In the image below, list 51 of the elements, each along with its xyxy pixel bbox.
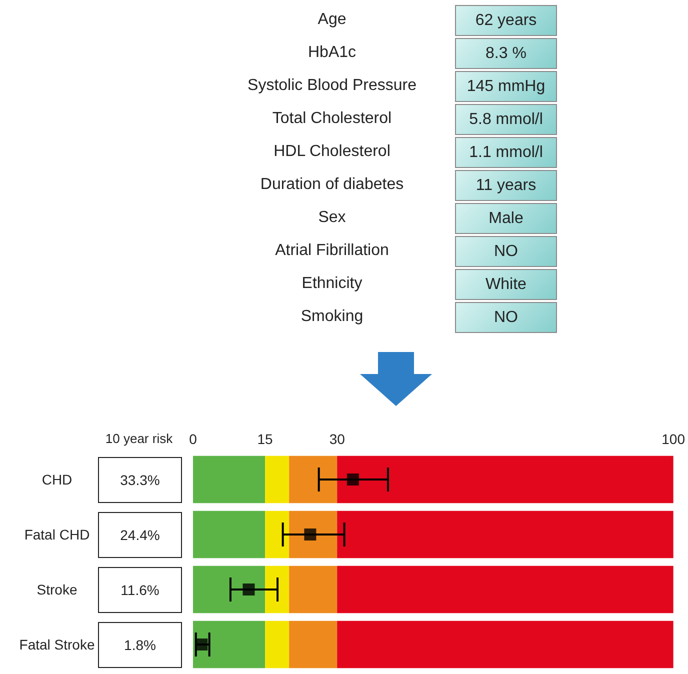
bar — [265, 620, 290, 668]
data-label: 11.6% — [98, 566, 182, 612]
y-tick-label: Fatal CHD — [24, 526, 90, 542]
text: 1.1 mmol/l — [455, 137, 557, 168]
category-label: Age — [316, 10, 348, 30]
point — [346, 474, 359, 486]
text: White — [455, 269, 557, 300]
bar — [193, 456, 266, 504]
data-label: 24.4% — [98, 512, 182, 558]
text: 8.3 % — [455, 38, 557, 69]
x-tick-label: 0 — [189, 431, 198, 447]
bar — [265, 510, 290, 558]
category-label: Sex — [317, 208, 347, 228]
bar — [193, 510, 266, 558]
category-label: HbA1c — [306, 43, 358, 63]
category-label: Systolic Blood Pressure — [246, 76, 418, 96]
text: NO — [455, 236, 557, 267]
bar — [265, 566, 290, 614]
text: 62 years — [455, 5, 557, 36]
y-tick-label: CHD — [42, 472, 72, 488]
bar — [265, 456, 290, 504]
bar — [337, 620, 674, 668]
bar — [337, 510, 674, 558]
y-tick-label: Stroke — [36, 582, 78, 598]
bar — [337, 566, 674, 614]
bar — [289, 620, 338, 668]
bar — [289, 566, 338, 614]
point — [196, 638, 208, 650]
text: 11 years — [455, 170, 557, 201]
x-tick-label: 15 — [257, 431, 274, 447]
bar — [193, 620, 266, 668]
bar — [193, 566, 266, 614]
text: 10 year risk — [104, 431, 174, 446]
x-tick-label: 30 — [329, 431, 346, 447]
category-label: Duration of diabetes — [259, 175, 405, 195]
y-tick-label: Fatal Stroke — [19, 636, 95, 652]
text: NO — [455, 302, 557, 333]
category-label: Total Cholesterol — [271, 109, 393, 129]
bar — [337, 456, 674, 504]
text: 5.8 mmol/l — [455, 104, 557, 135]
bar — [289, 456, 338, 504]
data-label: 1.8% — [98, 622, 182, 668]
category-label: Ethnicity — [300, 274, 364, 294]
data-label: 33.3% — [98, 456, 182, 502]
text: 145 mmHg — [455, 71, 557, 102]
category-label: Smoking — [300, 307, 364, 327]
x-tick-label: 100 — [662, 431, 686, 447]
category-label: Atrial Fibrillation — [274, 241, 390, 261]
category-label: HDL Cholesterol — [272, 142, 392, 162]
point — [242, 584, 255, 596]
text: Male — [455, 203, 557, 234]
